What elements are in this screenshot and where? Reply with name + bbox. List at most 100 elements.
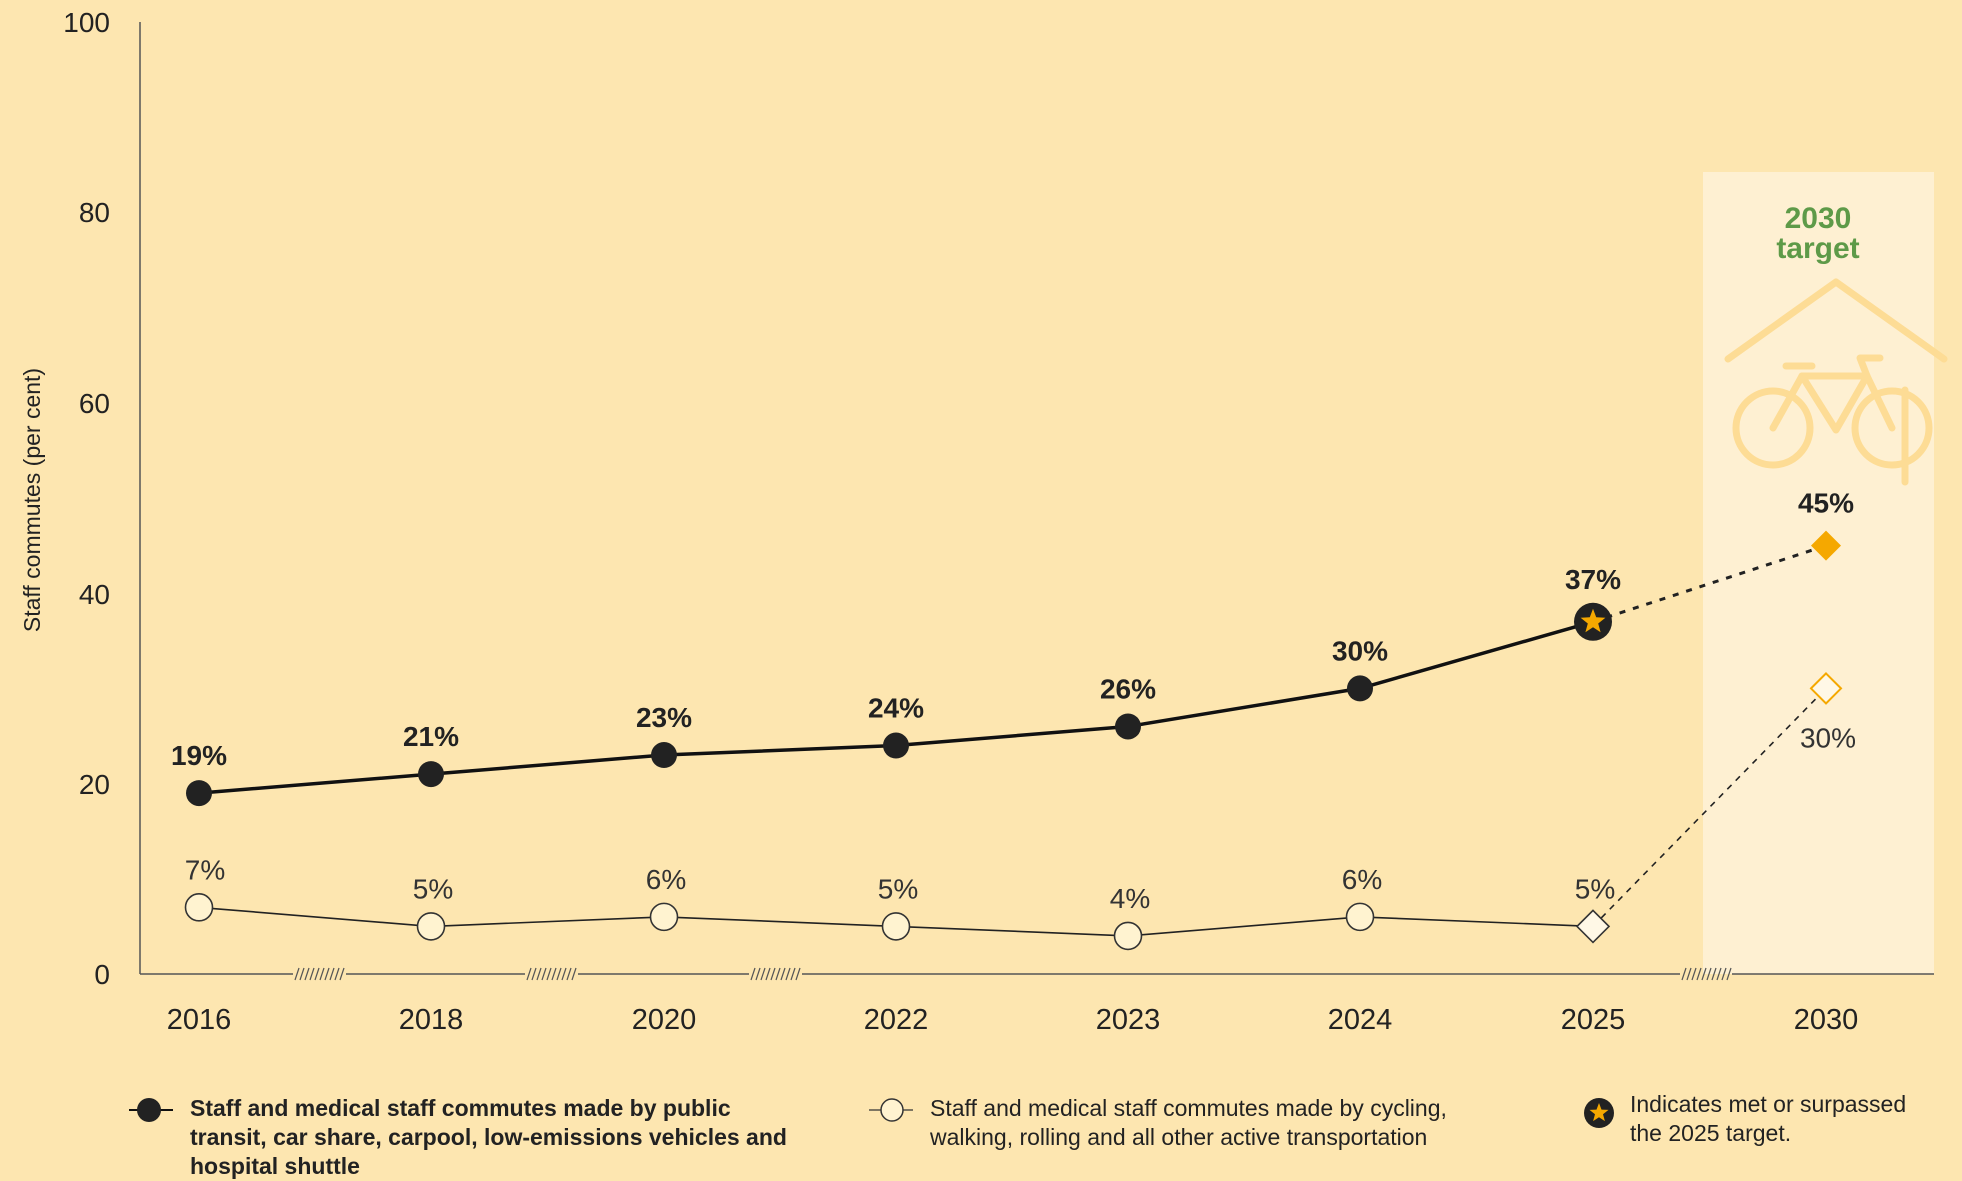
legend-label-active: Staff and medical staff commutes made by… [930,1095,1447,1150]
data-point-transit [1347,675,1373,702]
data-point-transit [651,742,677,769]
x-tick-label: 2030 [1794,1004,1859,1036]
legend-label-transit: Staff and medical staff commutes made by… [190,1095,787,1179]
axis-break-hatch [780,967,786,981]
data-label-transit: 37% [1565,564,1621,595]
axis-break-hatch [1711,967,1717,981]
data-label-active: 5% [413,873,453,904]
axis-break-4 [1681,967,1732,981]
target-point-transit [1811,530,1841,561]
y-tick-label: 100 [63,7,110,38]
data-label-active: 7% [185,854,225,885]
x-tick-label: 2025 [1561,1004,1626,1036]
axis-break-hatch [561,967,567,981]
axis-break-hatch [1721,967,1727,981]
target-label-active: 30% [1800,722,1856,753]
star-icon [1580,608,1606,633]
axis-break-hatch [304,967,310,981]
axis-break-hatch [571,967,577,981]
axis-break-hatch [309,967,315,981]
legend-item-transit: Staff and medical staff commutes made by… [128,1094,808,1181]
axis-break-hatch [795,967,801,981]
data-label-active: 4% [1110,883,1150,914]
data-label-transit: 23% [636,702,692,733]
axis-break-hatch [750,967,756,981]
data-point-active [1575,909,1611,944]
axis-break-hatch [339,967,345,981]
data-point-active [1345,902,1375,932]
data-point-active [184,893,214,922]
axis-break-hatch [760,967,766,981]
y-tick-label: 80 [79,197,110,228]
data-point-transit [1115,713,1141,740]
x-tick-label: 2023 [1096,1004,1161,1036]
projection-line-active [1592,687,1827,927]
axis-break-hatch [1681,967,1687,981]
axis-break-hatch [314,967,320,981]
axis-break-hatch [526,967,532,981]
data-point-transit [186,780,212,807]
data-point-active [881,912,911,941]
axis-break-hatch [531,967,537,981]
axis-break-hatch [551,967,557,981]
axis-break-hatch [1701,967,1707,981]
axis-break-hatch [334,967,340,981]
x-tick-label: 2016 [167,1004,232,1036]
y-tick-label: 20 [79,769,110,800]
data-label-transit: 26% [1100,673,1156,704]
data-label-transit: 30% [1332,635,1388,666]
axis-break-hatch [1706,967,1712,981]
axis-break-hatch [319,967,325,981]
axis-break-hatch [1696,967,1702,981]
x-tick-label: 2024 [1328,1004,1393,1036]
x-tick-label: 2022 [864,1004,929,1036]
y-axis-title: Staff commutes (per cent) [19,368,45,632]
x-tick-label: 2018 [399,1004,464,1036]
data-label-active: 6% [1342,864,1382,895]
y-tick-label: 40 [79,579,110,610]
y-tick-label: 0 [94,959,110,990]
open-circle-marker-icon [869,1098,913,1122]
star-marker-icon [1584,1098,1614,1128]
axis-break-hatch [329,967,335,981]
target-point-active [1809,671,1843,705]
data-label-active: 5% [878,873,918,904]
filled-circle-marker-icon [129,1098,173,1122]
data-point-active [416,912,446,941]
data-label-transit: 21% [403,721,459,752]
axis-break-hatch [1686,967,1692,981]
axis-break-1 [294,967,345,981]
axis-break-hatch [765,967,771,981]
data-label-transit: 24% [868,693,924,724]
axis-break-hatch [785,967,791,981]
data-point-transit [418,761,444,788]
axis-break-2 [526,967,577,981]
axis-break-hatch [1716,967,1722,981]
axis-break-hatch [299,967,305,981]
axis-break-hatch [294,967,300,981]
axis-break-hatch [755,967,761,981]
data-point-active [1113,921,1143,951]
axis-break-hatch [546,967,552,981]
data-label-transit: 19% [171,740,227,771]
data-point-transit [883,732,909,759]
legend-label-star: Indicates met or surpassed the 2025 targ… [1630,1091,1907,1146]
axis-break-3 [750,967,801,981]
legend-item-active: Staff and medical staff commutes made by… [868,1094,1508,1152]
legend: Staff and medical staff commutes made by… [0,1091,1962,1181]
data-label-active: 6% [646,864,686,895]
axis-break-hatch [541,967,547,981]
y-tick-label: 60 [79,388,110,419]
target-title-line2: target [1776,232,1859,265]
axis-break-hatch [556,967,562,981]
axis-break-hatch [770,967,776,981]
axis-break-hatch [1691,967,1697,981]
axis-break-hatch [536,967,542,981]
axis-break-hatch [790,967,796,981]
legend-item-star: Indicates met or surpassed the 2025 targ… [1582,1091,1942,1148]
data-point-active [649,902,679,932]
data-label-active: 5% [1575,873,1615,904]
axis-break-hatch [1726,967,1732,981]
axis-break-hatch [324,967,330,981]
axis-break-hatch [775,967,781,981]
